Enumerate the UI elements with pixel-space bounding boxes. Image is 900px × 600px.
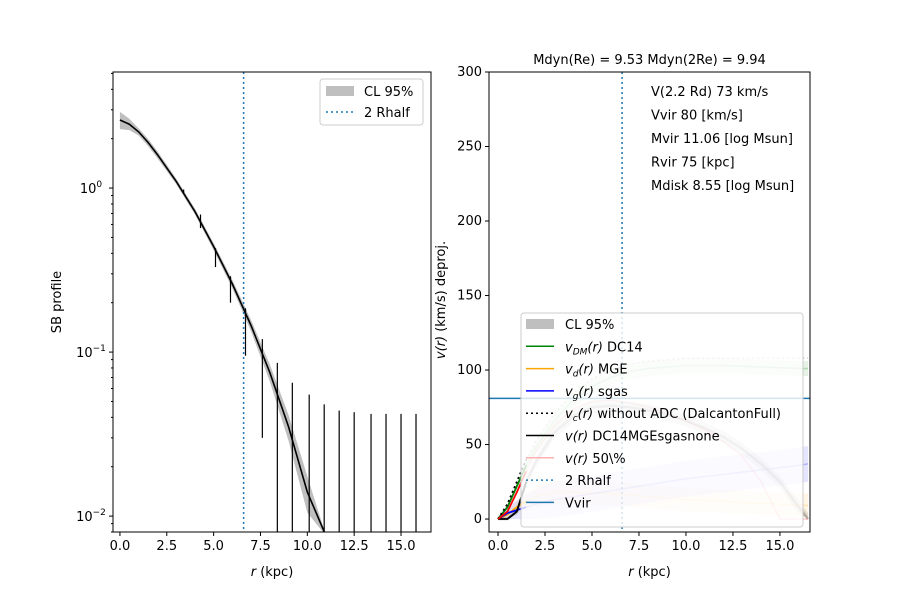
x-axis-label: r (kpc) bbox=[251, 565, 294, 580]
y-tick-label: 10−1 bbox=[76, 344, 106, 361]
x-tick-label: 10.0 bbox=[671, 539, 700, 554]
legend-label: 2 Rhalf bbox=[565, 474, 611, 489]
legend-label: vg(r) sgas bbox=[565, 385, 628, 402]
y-tick-label: 0 bbox=[474, 512, 482, 527]
y-tick-label: 100 bbox=[80, 180, 103, 197]
y-tick-label: 150 bbox=[457, 289, 482, 304]
left-panel: 0.0 2.5 5.0 7.5 10.0 12.5 15.0 100 10−1 10−2 r (kp… bbox=[50, 71, 432, 580]
legend-label: vDM(r) DC14 bbox=[565, 340, 643, 357]
annotation-text: V(2.2 Rd) 73 km/s bbox=[651, 85, 769, 100]
annotation-text: Mvir 11.06 [log Msun] bbox=[651, 132, 793, 147]
x-tick-label: 15.0 bbox=[765, 539, 794, 554]
y-tick-label: 200 bbox=[457, 214, 482, 229]
model-line bbox=[119, 119, 326, 532]
x-tick-label: 2.5 bbox=[156, 539, 177, 554]
legend-label: Vvir bbox=[565, 496, 591, 511]
legend-label: CL 95% bbox=[364, 85, 413, 100]
x-tick-label: 5.0 bbox=[582, 539, 603, 554]
y-axis-label: SB profile bbox=[50, 271, 65, 333]
x-tick-label: 2.5 bbox=[535, 539, 556, 554]
left-plot-area bbox=[119, 72, 417, 532]
right-panel: 0.0 2.5 5.0 7.5 10.0 12.5 15.0 0 50 100 150 200 250 3… bbox=[434, 53, 811, 580]
legend-label: 2 Rhalf bbox=[364, 106, 410, 121]
x-tick-label: 10.0 bbox=[293, 539, 322, 554]
y-tick-label: 10−2 bbox=[76, 508, 106, 525]
right-legend: CL 95% vDM(r) DC14 vd(r) MGE vg(r) sgas vc(r… bbox=[520, 312, 804, 528]
confidence-band bbox=[119, 111, 325, 532]
y-axis-label: v(r) (km/s) deproj. bbox=[434, 241, 449, 359]
legend-band-swatch bbox=[526, 319, 554, 329]
right-axes-frame bbox=[488, 71, 811, 533]
legend-label: v(r) DC14MGEsgasnone bbox=[565, 430, 720, 445]
x-tick-label: 7.5 bbox=[629, 539, 650, 554]
x-tick-label: 15.0 bbox=[387, 539, 416, 554]
legend-label: vc(r) without ADC (DalcantonFull) bbox=[565, 407, 781, 424]
y-tick-label: 100 bbox=[457, 363, 482, 378]
x-axis-label: r (kpc) bbox=[628, 565, 671, 580]
left-axes-frame bbox=[112, 71, 432, 533]
x-tick-label: 7.5 bbox=[250, 539, 271, 554]
y-tick-label: 300 bbox=[457, 65, 482, 80]
chart-title: Mdyn(Re) = 9.53 Mdyn(2Re) = 9.94 bbox=[533, 53, 766, 68]
x-tick-label: 12.5 bbox=[718, 539, 747, 554]
x-tick-label: 5.0 bbox=[203, 539, 224, 554]
x-tick-label: 0.0 bbox=[110, 539, 131, 554]
y-tick-label: 250 bbox=[457, 140, 482, 155]
y-tick-label: 50 bbox=[465, 438, 482, 453]
x-tick-label: 12.5 bbox=[340, 539, 369, 554]
annotation-text: Vvir 80 [km/s] bbox=[651, 109, 743, 124]
left-legend: CL 95% 2 Rhalf bbox=[319, 78, 424, 126]
legend-box bbox=[520, 312, 804, 528]
legend-label: CL 95% bbox=[565, 318, 614, 333]
x-tick-label: 0.0 bbox=[488, 539, 509, 554]
annotation-text: Rvir 75 [kpc] bbox=[651, 156, 735, 171]
legend-band-swatch bbox=[326, 86, 354, 96]
annotation-text: Mdisk 8.55 [log Msun] bbox=[651, 179, 794, 194]
legend-label: v(r) 50\% bbox=[565, 452, 626, 467]
legend-label: vd(r) MGE bbox=[565, 363, 628, 380]
